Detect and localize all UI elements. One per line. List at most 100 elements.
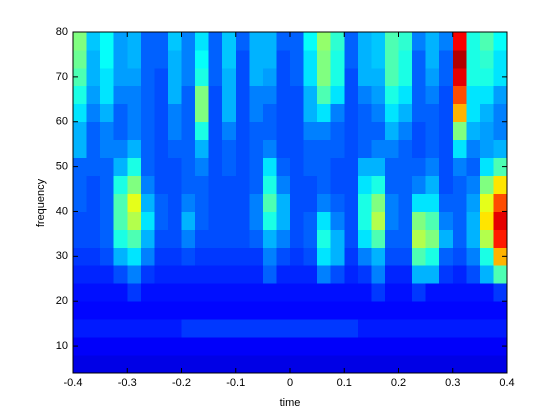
heatmap-cell <box>222 32 237 51</box>
heatmap-cell <box>127 139 142 159</box>
heatmap-cell <box>479 283 494 302</box>
heatmap-cell <box>249 265 264 284</box>
x-tick-label: -0.2 <box>172 377 191 389</box>
heatmap-cell <box>86 67 101 87</box>
heatmap-cell <box>466 121 481 141</box>
heatmap-cell <box>357 121 372 141</box>
heatmap-cell <box>113 319 128 338</box>
heatmap-cell <box>100 121 115 141</box>
heatmap-cell <box>330 301 345 320</box>
heatmap-cell <box>493 103 508 123</box>
heatmap-cell <box>398 157 413 176</box>
heatmap-cell <box>195 175 210 194</box>
heatmap-cell <box>330 103 345 123</box>
heatmap-cell <box>262 211 277 230</box>
heatmap-cell <box>73 157 87 176</box>
heatmap-cell <box>479 247 494 266</box>
heatmap-cell <box>384 103 399 123</box>
heatmap-cell <box>127 175 142 194</box>
heatmap-cell <box>439 355 454 374</box>
x-tick-label: 0.1 <box>337 377 352 389</box>
heatmap-cell <box>357 32 372 51</box>
heatmap-cell <box>86 193 101 212</box>
heatmap-cell <box>100 319 115 338</box>
heatmap-cell <box>127 337 142 356</box>
heatmap-cell <box>493 67 508 87</box>
heatmap-cell <box>100 157 115 176</box>
heatmap-cell <box>371 301 386 320</box>
heatmap-cell <box>100 337 115 356</box>
heatmap-cell <box>479 157 494 176</box>
heatmap-cell <box>398 85 413 105</box>
heatmap-cell <box>357 211 372 230</box>
heatmap-cell <box>303 103 318 123</box>
heatmap-cell <box>371 175 386 194</box>
heatmap-cell <box>154 283 169 302</box>
heatmap-cell <box>344 139 359 159</box>
heatmap-cell <box>73 319 87 338</box>
heatmap-cell <box>290 301 304 320</box>
heatmap-cell <box>262 337 277 356</box>
heatmap-cell <box>303 265 318 284</box>
heatmap-cell <box>181 157 196 176</box>
heatmap-cell <box>357 49 372 69</box>
heatmap-cell <box>317 265 332 284</box>
heatmap-cell <box>154 319 169 338</box>
heatmap-cell <box>127 49 142 69</box>
heatmap-cell <box>154 103 169 123</box>
heatmap-cell <box>398 139 413 159</box>
heatmap-cell <box>73 211 87 230</box>
heatmap-cell <box>181 67 196 87</box>
heatmap-cell <box>317 283 332 302</box>
heatmap-cell <box>425 301 440 320</box>
heatmap-cell <box>371 319 386 338</box>
heatmap-cell <box>235 175 250 194</box>
heatmap-cell <box>140 85 155 105</box>
heatmap-cell <box>371 193 386 212</box>
heatmap-cell <box>439 211 454 230</box>
heatmap-cell <box>290 85 304 105</box>
heatmap-cell <box>303 355 318 374</box>
heatmap-cell <box>479 103 494 123</box>
heatmap-cell <box>127 229 142 248</box>
heatmap-cell <box>290 247 304 266</box>
heatmap-cell <box>276 337 291 356</box>
heatmap-cell <box>127 67 142 87</box>
heatmap-cell <box>344 103 359 123</box>
heatmap-cell <box>344 247 359 266</box>
heatmap-cell <box>290 229 304 248</box>
heatmap-cell <box>303 85 318 105</box>
heatmap-cell <box>73 67 87 87</box>
heatmap-cell <box>140 175 155 194</box>
heatmap-cell <box>384 301 399 320</box>
heatmap-cell <box>262 301 277 320</box>
heatmap-cell <box>276 32 291 51</box>
heatmap-cell <box>222 355 237 374</box>
heatmap-cell <box>371 139 386 159</box>
heatmap-cell <box>100 247 115 266</box>
heatmap-cell <box>100 85 115 105</box>
heatmap-cell <box>262 283 277 302</box>
heatmap-cell <box>127 193 142 212</box>
heatmap-cell <box>371 157 386 176</box>
heatmap-cell <box>371 85 386 105</box>
heatmap-cell <box>140 247 155 266</box>
axes <box>72 31 508 374</box>
heatmap-cell <box>222 103 237 123</box>
heatmap-cell <box>235 283 250 302</box>
heatmap-cell <box>290 319 304 338</box>
heatmap-cell <box>317 139 332 159</box>
heatmap-cell <box>303 32 318 51</box>
heatmap-cell <box>439 32 454 51</box>
heatmap-cell <box>249 67 264 87</box>
heatmap-cell <box>167 301 182 320</box>
heatmap-cell <box>466 355 481 374</box>
heatmap-cell <box>452 32 467 51</box>
heatmap-cell <box>222 229 237 248</box>
heatmap-cell <box>73 103 87 123</box>
x-tick-label: -0.1 <box>226 377 245 389</box>
heatmap-cell <box>371 337 386 356</box>
heatmap-cell <box>262 175 277 194</box>
heatmap-cell <box>439 265 454 284</box>
heatmap-cell <box>222 301 237 320</box>
